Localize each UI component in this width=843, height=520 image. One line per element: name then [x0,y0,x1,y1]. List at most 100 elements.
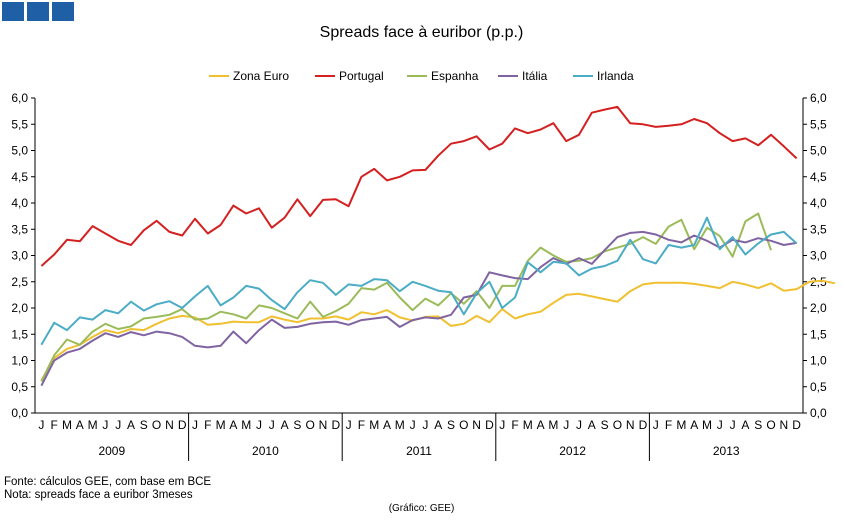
x-month-label: N [779,418,788,432]
legend-label-it-lia: Itália [522,69,548,83]
series-line-portugal [40,105,798,267]
x-month-label: M [395,418,405,432]
x-month-label: J [269,418,275,432]
x-month-label: S [140,418,148,432]
x-month-label: D [639,418,648,432]
y-tick-label-left: 1,0 [11,354,28,368]
x-month-label: A [434,418,442,432]
x-month-label: A [127,418,135,432]
x-month-label: J [422,418,428,432]
x-month-label: J [653,418,659,432]
series-line-zona-euro [40,279,836,381]
x-month-label: J [256,418,262,432]
x-month-label: N [165,418,174,432]
x-month-label: S [601,418,609,432]
x-month-label: N [472,418,481,432]
corner-box [2,2,24,21]
legend-label-irlanda: Irlanda [597,69,634,83]
corner-box [27,2,49,21]
x-month-label: D [792,418,801,432]
x-month-label: O [306,418,315,432]
x-year-label: 2010 [252,444,279,458]
x-month-label: F [51,418,58,432]
x-month-label: A [537,418,545,432]
x-month-label: M [216,418,226,432]
x-month-label: O [152,418,161,432]
x-month-label: M [548,418,558,432]
x-year-label: 2011 [406,444,432,458]
x-month-label: S [447,418,455,432]
x-month-label: M [523,418,533,432]
x-month-label: O [766,418,775,432]
x-month-label: J [115,418,121,432]
note-footnote: Nota: spreads face a euribor 3meses [4,489,193,501]
legend-label-espanha: Espanha [431,69,479,83]
x-month-label: M [62,418,72,432]
x-year-label: 2009 [98,444,125,458]
x-month-label: A [741,418,749,432]
y-tick-label-left: 4,0 [11,196,28,210]
legend-label-zona-euro: Zona Euro [233,69,289,83]
y-tick-label-left: 1,5 [11,327,28,341]
y-tick-label-left: 3,0 [11,249,28,263]
x-month-label: M [369,418,379,432]
x-month-label: F [204,418,211,432]
x-month-label: J [576,418,582,432]
y-tick-label-left: 2,0 [11,301,28,315]
x-month-label: D [485,418,494,432]
y-tick-label-left: 3,5 [11,222,28,236]
chart-title: Spreads face à euribor (p.p.) [319,24,524,41]
x-month-label: N [626,418,635,432]
x-month-label: A [281,418,289,432]
x-year-label: 2013 [713,444,740,458]
x-month-label: J [563,418,569,432]
y-tick-label-left: 5,5 [11,117,28,131]
y-tick-label-left: 6,0 [11,91,28,105]
source-footnote: Fonte: cálculos GEE, com base em BCE [4,476,212,488]
x-month-label: F [665,418,672,432]
x-month-label: O [459,418,468,432]
y-tick-label-right: 5,0 [810,144,827,158]
y-tick-label-right: 4,5 [810,170,827,184]
x-month-label: A [229,418,237,432]
x-month-label: J [717,418,723,432]
x-month-label: J [346,418,352,432]
x-month-label: F [511,418,518,432]
corner-decoration [2,2,74,21]
x-year-label: 2012 [559,444,586,458]
y-tick-label-left: 5,0 [11,144,28,158]
x-month-label: J [730,418,736,432]
y-tick-label-right: 2,0 [810,301,827,315]
x-month-label: J [192,418,198,432]
series-line-irlanda [40,216,798,346]
x-month-label: M [88,418,98,432]
y-tick-label-right: 0,5 [810,380,827,394]
x-month-label: N [319,418,328,432]
x-month-label: S [293,418,301,432]
x-month-label: A [76,418,84,432]
legend-label-portugal: Portugal [339,69,384,83]
y-tick-label-right: 1,0 [810,354,827,368]
x-month-label: M [241,418,251,432]
x-month-label: D [331,418,340,432]
y-tick-label-right: 4,0 [810,196,827,210]
corner-box [52,2,74,21]
y-tick-label-left: 2,5 [11,275,28,289]
x-month-label: J [499,418,505,432]
x-month-label: F [358,418,365,432]
x-month-label: J [38,418,44,432]
y-tick-label-right: 3,5 [810,222,827,236]
x-month-label: M [702,418,712,432]
x-month-label: S [754,418,762,432]
x-month-label: J [102,418,108,432]
y-tick-label-left: 0,5 [11,380,28,394]
x-month-label: A [383,418,391,432]
y-tick-label-right: 3,0 [810,249,827,263]
series-line-espanha [40,212,772,382]
x-month-label: D [178,418,187,432]
x-month-label: M [676,418,686,432]
series-line-it-lia [40,230,797,387]
x-month-label: O [613,418,622,432]
y-tick-label-right: 6,0 [810,91,827,105]
